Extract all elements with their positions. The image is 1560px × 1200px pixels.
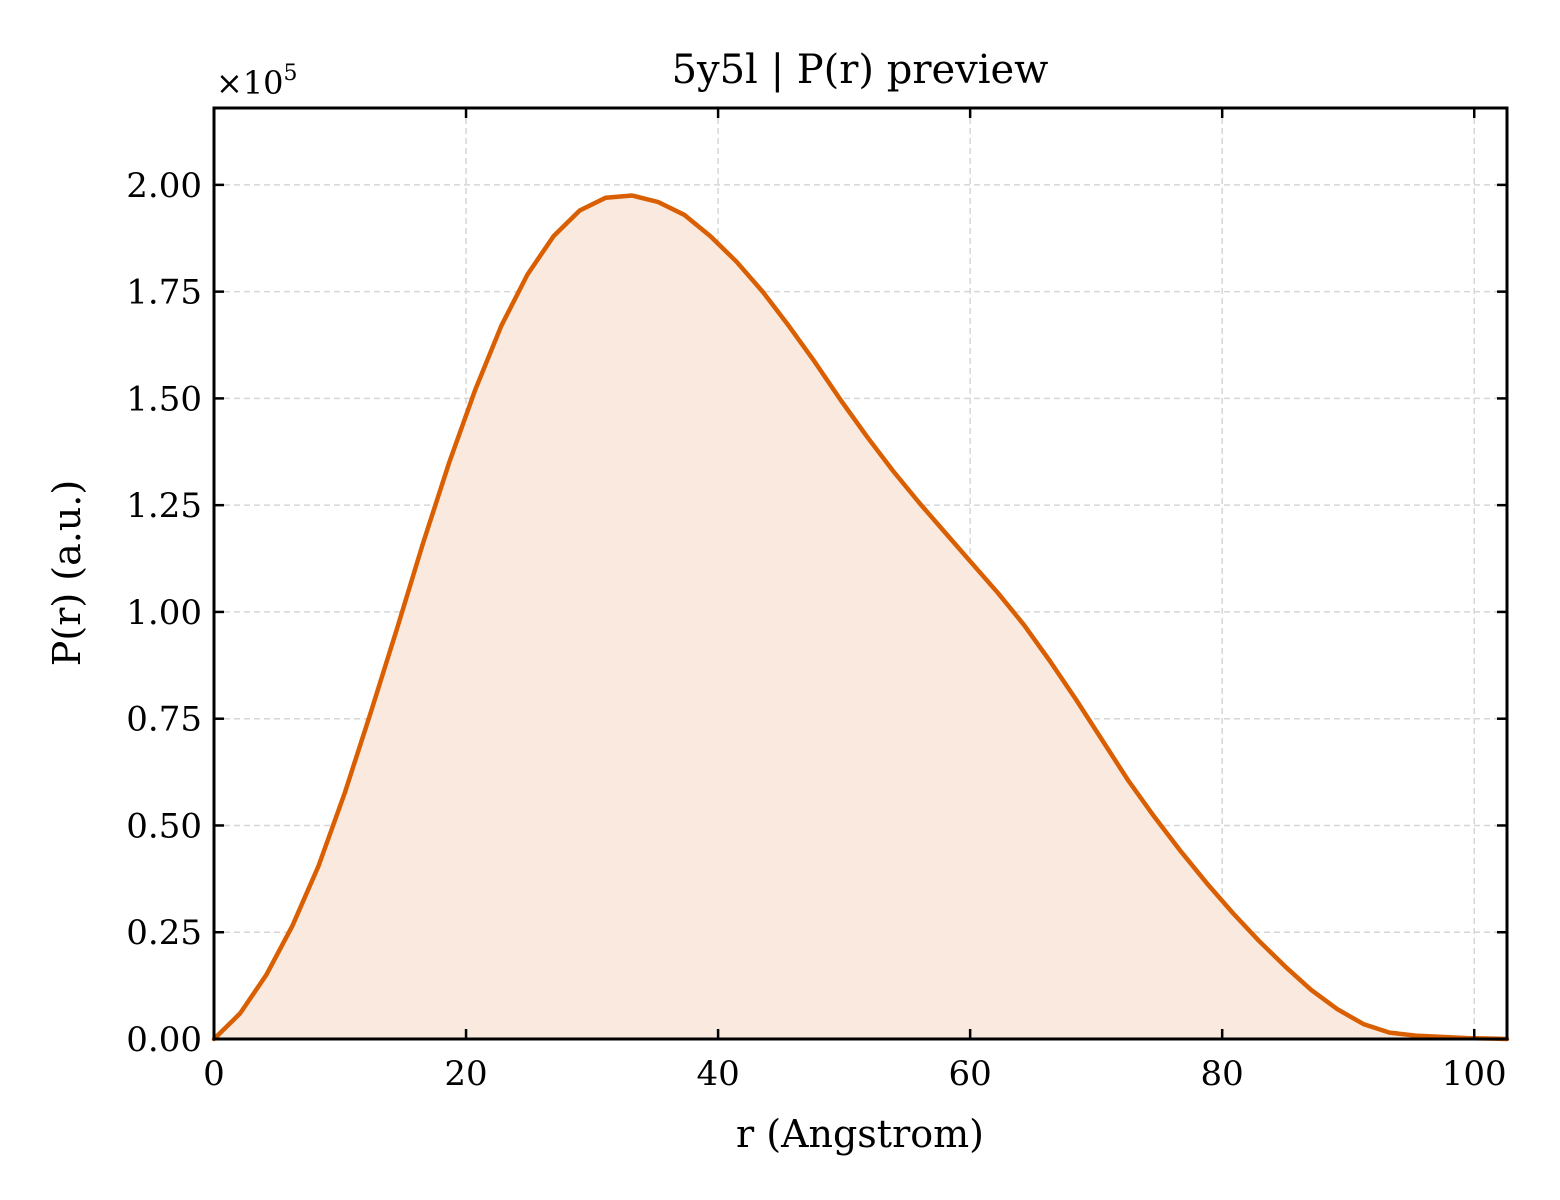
y-multiplier-exponent: 5 (284, 61, 298, 86)
x-axis-label: r (Angstrom) (736, 1112, 984, 1156)
x-tick-label: 60 (949, 1054, 992, 1094)
ticks: 0 20 40 60 80 100 0.00 0.25 0.50 0.75 1.00 1.25 1.50… (126, 108, 1507, 1094)
y-tick-label: 2.00 (126, 166, 202, 206)
x-tick-label: 100 (1442, 1054, 1507, 1094)
x-tick-label: 40 (696, 1054, 739, 1094)
y-tick-label: 1.50 (126, 379, 202, 419)
y-tick-label: 0.25 (126, 913, 202, 953)
y-tick-label: 1.00 (126, 593, 202, 633)
y-multiplier-base: ×10 (216, 64, 284, 102)
y-scale-multiplier: ×105 (216, 61, 298, 102)
chart-title: 5y5l | P(r) preview (672, 47, 1049, 93)
y-tick-label: 1.25 (126, 486, 202, 526)
x-tick-label: 20 (444, 1054, 487, 1094)
data-series (211, 193, 1510, 1042)
x-tick-label: 80 (1201, 1054, 1244, 1094)
pr-curve (211, 193, 1510, 1042)
pr-area-fill (214, 195, 1507, 1039)
y-tick-label: 0.75 (126, 700, 202, 740)
y-axis-label: P(r) (a.u.) (45, 480, 89, 666)
y-tick-label: 1.75 (126, 273, 202, 313)
y-tick-label: 0.00 (126, 1020, 202, 1060)
plot-frame (212, 106, 1509, 1041)
y-tick-label: 0.50 (126, 806, 202, 846)
x-tick-label: 0 (203, 1054, 225, 1094)
